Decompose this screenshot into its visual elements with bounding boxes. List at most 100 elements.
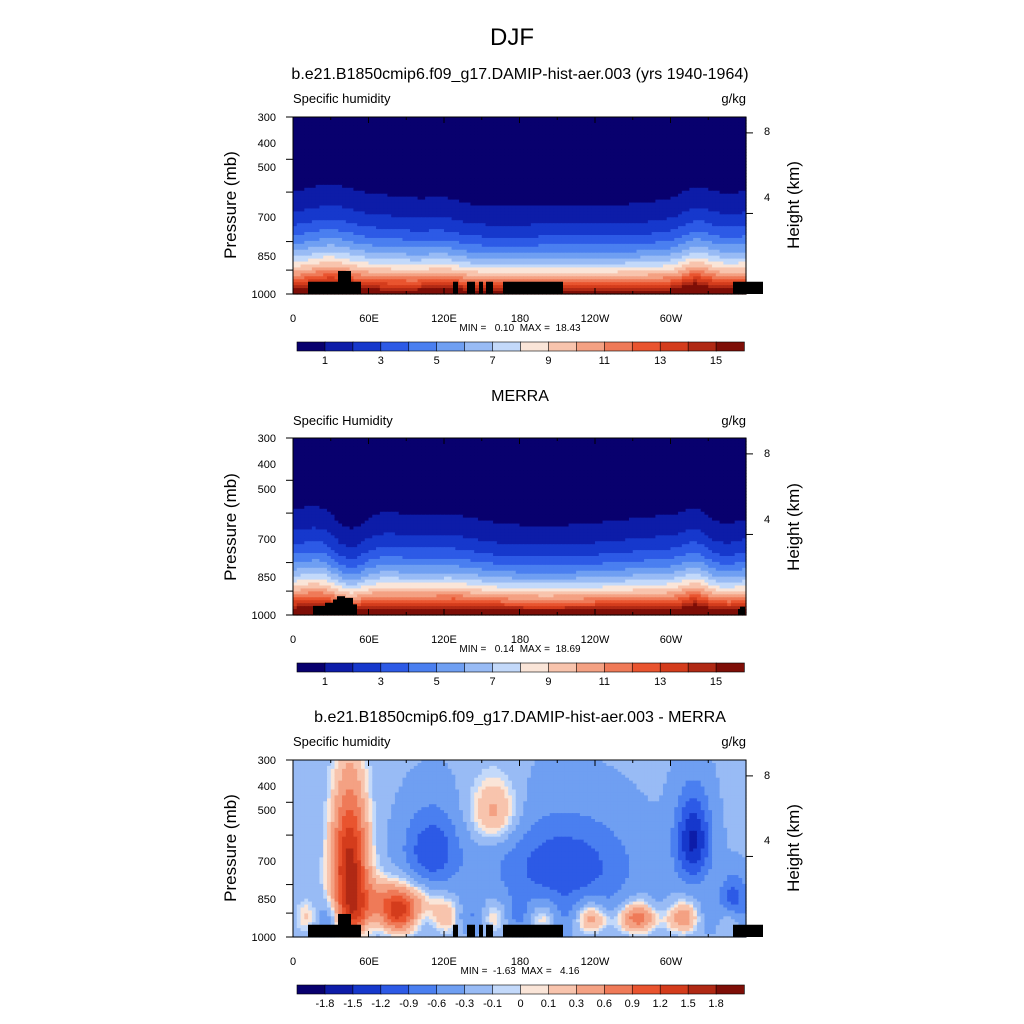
contour-cell — [576, 146, 581, 151]
contour-cell — [417, 119, 422, 124]
contour-cell — [477, 178, 483, 183]
contour-cell — [730, 125, 736, 130]
contour-cell — [553, 119, 558, 124]
contour-cell — [689, 149, 694, 153]
contour-cell — [557, 161, 562, 165]
contour-cell — [678, 220, 683, 224]
contour-cell — [417, 178, 422, 183]
contour-cell — [598, 181, 604, 186]
contour-cell — [436, 140, 441, 145]
contour-cell — [617, 119, 623, 124]
contour-cell — [576, 208, 581, 212]
contour-cell — [534, 208, 539, 212]
contour-cell — [742, 128, 747, 133]
contour-cell — [500, 152, 506, 156]
contour-cell — [413, 134, 419, 139]
contour-cell — [428, 196, 434, 201]
contour-cell — [462, 190, 468, 195]
contour-cell — [368, 158, 373, 162]
contour-cell — [610, 128, 615, 133]
contour-cell — [474, 134, 479, 139]
contour-cell — [379, 131, 385, 136]
contour-cell — [545, 128, 551, 133]
contour-cell — [466, 199, 472, 204]
contour-cell — [360, 137, 366, 142]
contour-cell — [421, 217, 426, 221]
contour-cell — [391, 161, 396, 165]
contour-cell — [545, 125, 551, 130]
contour-cell — [413, 152, 419, 156]
contour-cell — [587, 122, 592, 127]
contour-cell — [300, 155, 305, 159]
contour-cell — [455, 119, 460, 124]
contour-cell — [326, 117, 332, 121]
contour-cell — [523, 190, 528, 195]
contour-cell — [659, 199, 664, 204]
contour-cell — [330, 137, 336, 142]
contour-cell — [368, 190, 373, 195]
contour-cell — [610, 187, 615, 192]
contour-cell — [342, 119, 347, 124]
contour-cell — [342, 199, 347, 204]
contour-cell — [730, 128, 736, 133]
contour-cell — [591, 223, 596, 227]
contour-cell — [685, 134, 690, 139]
contour-cell — [402, 184, 407, 189]
contour-cell — [394, 161, 400, 165]
contour-cell — [428, 134, 434, 139]
contour-cell — [659, 119, 664, 124]
contour-cell — [485, 199, 490, 204]
contour-cell — [651, 140, 657, 145]
contour-cell — [742, 226, 747, 230]
contour-cell — [515, 181, 521, 186]
contour-cell — [625, 119, 630, 124]
contour-cell — [470, 170, 475, 174]
contour-cell — [432, 199, 438, 204]
contour-cell — [579, 229, 585, 233]
contour-cell — [572, 220, 577, 224]
contour-cell — [349, 229, 355, 233]
contour-cell — [727, 125, 732, 130]
contour-cell — [474, 164, 479, 168]
contour-cell — [613, 131, 619, 136]
contour-cell — [406, 149, 411, 153]
contour-cell — [685, 184, 690, 189]
contour-cell — [349, 143, 355, 148]
contour-cell — [598, 178, 604, 183]
contour-cell — [621, 208, 626, 212]
contour-cell — [315, 199, 321, 204]
contour-cell — [474, 131, 479, 136]
contour-cell — [738, 140, 743, 145]
contour-cell — [345, 125, 351, 130]
contour-cell — [379, 146, 385, 151]
contour-cell — [564, 178, 570, 183]
contour-cell — [342, 149, 347, 153]
contour-cell — [602, 229, 607, 233]
contour-cell — [527, 229, 532, 233]
contour-cell — [662, 205, 668, 210]
contour-cell — [704, 193, 709, 198]
contour-cell — [549, 176, 555, 180]
contour-cell — [444, 229, 449, 233]
contour-cell — [334, 187, 339, 192]
contour-cell — [364, 202, 370, 207]
contour-cell — [425, 119, 430, 124]
contour-cell — [398, 205, 404, 210]
contour-cell — [538, 140, 543, 145]
contour-cell — [696, 146, 702, 151]
contour-cell — [428, 137, 434, 142]
contour-cell — [485, 193, 490, 198]
contour-cell — [357, 140, 362, 145]
contour-cell — [644, 143, 649, 148]
contour-cell — [553, 167, 558, 171]
contour-cell — [511, 131, 517, 136]
contour-cell — [508, 202, 513, 207]
contour-cell — [712, 208, 717, 212]
contour-cell — [738, 223, 743, 227]
contour-cell — [595, 190, 600, 195]
contour-cell — [364, 152, 370, 156]
contour-cell — [644, 158, 649, 162]
contour-cell — [670, 173, 675, 177]
contour-cell — [595, 134, 600, 139]
